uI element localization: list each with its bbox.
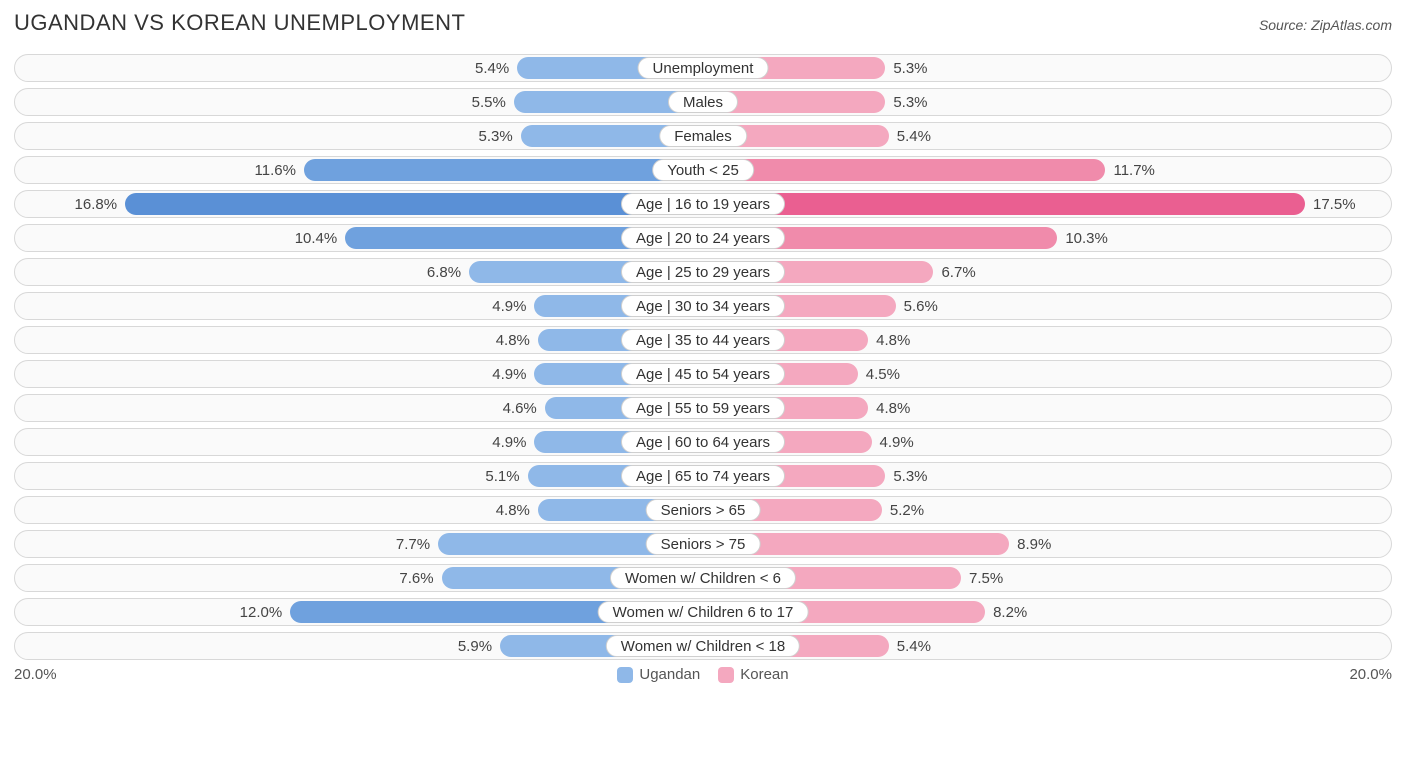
value-label-right: 8.9% [1011,531,1051,557]
value-label-right: 4.8% [870,395,910,421]
category-pill: Unemployment [638,57,769,79]
bar-row: 7.6% 7.5% Women w/ Children < 6 [14,564,1392,592]
value-label-right: 8.2% [987,599,1027,625]
category-pill: Age | 25 to 29 years [621,261,785,283]
axis-right-max: 20.0% [1349,666,1392,683]
category-pill: Women w/ Children < 6 [610,567,796,589]
value-label-right: 5.3% [887,55,927,81]
bar-row: 4.9% 5.6% Age | 30 to 34 years [14,292,1392,320]
legend: Ugandan Korean [617,666,788,683]
bar-right [703,193,1305,215]
value-label-right: 5.3% [887,89,927,115]
category-pill: Age | 30 to 34 years [621,295,785,317]
value-label-left: 12.0% [240,599,289,625]
bar-row: 12.0% 8.2% Women w/ Children 6 to 17 [14,598,1392,626]
bar-row: 4.8% 4.8% Age | 35 to 44 years [14,326,1392,354]
value-label-right: 4.9% [874,429,914,455]
bar-row: 10.4% 10.3% Age | 20 to 24 years [14,224,1392,252]
value-label-left: 11.6% [255,157,302,183]
category-pill: Age | 65 to 74 years [621,465,785,487]
bar-row: 16.8% 17.5% Age | 16 to 19 years [14,190,1392,218]
value-label-left: 6.8% [427,259,467,285]
bar-row: 7.7% 8.9% Seniors > 75 [14,530,1392,558]
value-label-left: 4.8% [496,497,536,523]
category-pill: Seniors > 65 [646,499,761,521]
value-label-left: 4.8% [496,327,536,353]
legend-item-left: Ugandan [617,666,700,683]
bar-row: 4.9% 4.5% Age | 45 to 54 years [14,360,1392,388]
category-pill: Males [668,91,738,113]
bar-left [304,159,703,181]
value-label-right: 4.5% [860,361,900,387]
value-label-left: 7.7% [396,531,436,557]
bar-row: 5.1% 5.3% Age | 65 to 74 years [14,462,1392,490]
category-pill: Women w/ Children 6 to 17 [598,601,809,623]
category-pill: Women w/ Children < 18 [606,635,800,657]
axis-row: 20.0% Ugandan Korean 20.0% [14,666,1392,683]
chart-title: UGANDAN VS KOREAN UNEMPLOYMENT [14,10,465,36]
bar-row: 5.4% 5.3% Unemployment [14,54,1392,82]
bar-row: 11.6% 11.7% Youth < 25 [14,156,1392,184]
bar-row: 5.3% 5.4% Females [14,122,1392,150]
value-label-left: 4.9% [492,361,532,387]
value-label-left: 5.1% [485,463,525,489]
category-pill: Seniors > 75 [646,533,761,555]
value-label-left: 16.8% [75,191,124,217]
value-label-right: 11.7% [1107,157,1154,183]
value-label-right: 5.2% [884,497,924,523]
value-label-left: 10.4% [295,225,344,251]
value-label-left: 5.5% [472,89,512,115]
legend-label-right: Korean [740,666,788,683]
value-label-right: 5.4% [891,633,931,659]
chart-area: 5.4%5.3%Unemployment5.5%5.3%Males5.3%5.4… [14,54,1392,660]
category-pill: Youth < 25 [652,159,754,181]
value-label-right: 17.5% [1307,191,1356,217]
value-label-right: 7.5% [963,565,1003,591]
category-pill: Age | 45 to 54 years [621,363,785,385]
bar-row: 4.6% 4.8% Age | 55 to 59 years [14,394,1392,422]
category-pill: Age | 35 to 44 years [621,329,785,351]
value-label-right: 5.4% [891,123,931,149]
value-label-left: 4.6% [503,395,543,421]
axis-left-max: 20.0% [14,666,57,683]
legend-item-right: Korean [718,666,788,683]
category-pill: Age | 60 to 64 years [621,431,785,453]
value-label-right: 5.6% [898,293,938,319]
value-label-left: 4.9% [492,429,532,455]
legend-label-left: Ugandan [639,666,700,683]
value-label-left: 5.4% [475,55,515,81]
bar-row: 4.9% 4.9% Age | 60 to 64 years [14,428,1392,456]
value-label-left: 4.9% [492,293,532,319]
header: UGANDAN VS KOREAN UNEMPLOYMENT Source: Z… [14,10,1392,36]
category-pill: Age | 55 to 59 years [621,397,785,419]
legend-swatch-left [617,667,633,683]
value-label-right: 10.3% [1059,225,1108,251]
bar-row: 6.8% 6.7% Age | 25 to 29 years [14,258,1392,286]
bar-left [125,193,703,215]
source-attribution: Source: ZipAtlas.com [1259,17,1392,33]
value-label-left: 7.6% [399,565,439,591]
category-pill: Age | 20 to 24 years [621,227,785,249]
bar-row: 4.8% 5.2% Seniors > 65 [14,496,1392,524]
bar-row: 5.5% 5.3% Males [14,88,1392,116]
value-label-right: 6.7% [935,259,975,285]
category-pill: Age | 16 to 19 years [621,193,785,215]
bar-right [703,159,1105,181]
bar-row: 5.9% 5.4% Women w/ Children < 18 [14,632,1392,660]
value-label-left: 5.9% [458,633,498,659]
value-label-right: 4.8% [870,327,910,353]
value-label-right: 5.3% [887,463,927,489]
legend-swatch-right [718,667,734,683]
value-label-left: 5.3% [478,123,518,149]
category-pill: Females [659,125,747,147]
